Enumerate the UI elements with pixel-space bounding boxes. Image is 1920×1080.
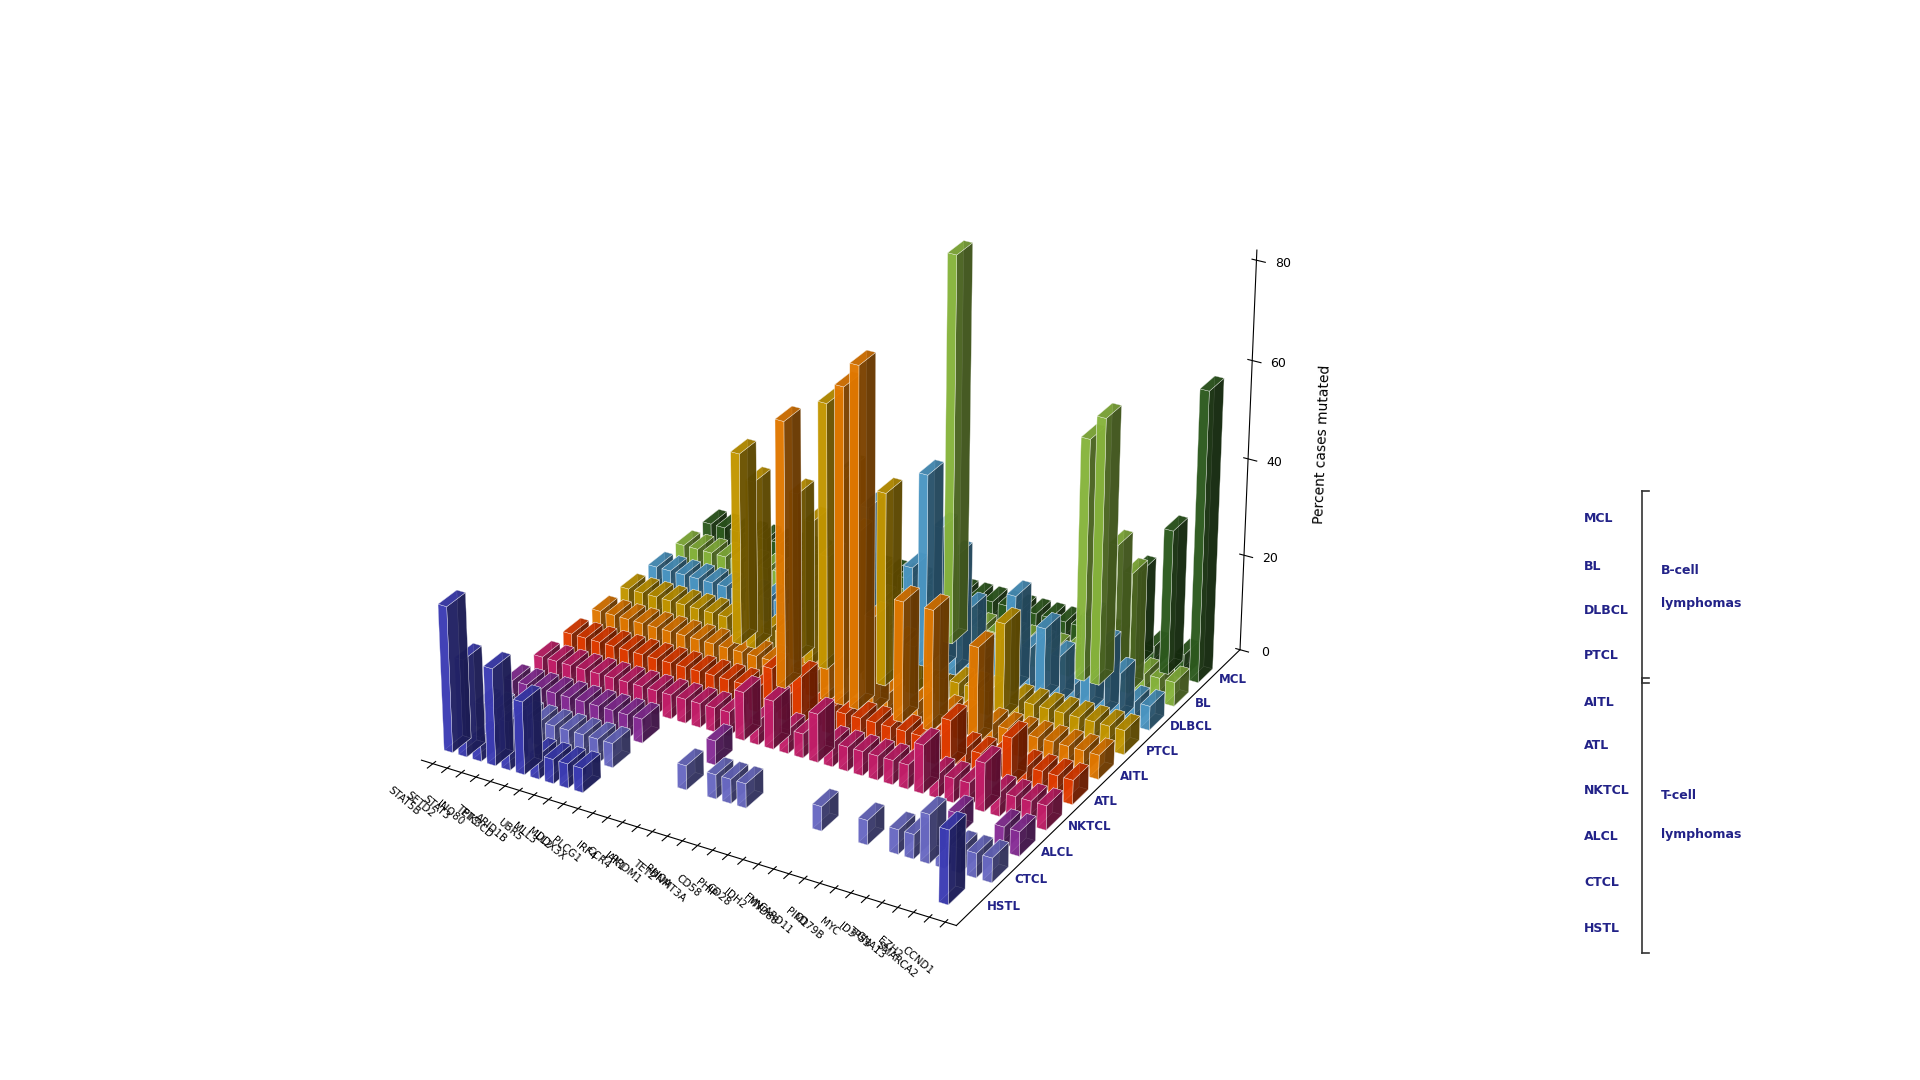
Text: ALCL: ALCL	[1584, 831, 1619, 843]
Text: BL: BL	[1584, 561, 1601, 573]
Text: HSTL: HSTL	[1584, 922, 1620, 935]
Text: T-cell: T-cell	[1661, 789, 1697, 802]
Text: lymphomas: lymphomas	[1661, 828, 1741, 841]
Text: DLBCL: DLBCL	[1584, 604, 1628, 617]
Text: PTCL: PTCL	[1584, 649, 1619, 662]
Text: ATL: ATL	[1584, 739, 1609, 752]
Text: CTCL: CTCL	[1584, 876, 1619, 889]
Text: MCL: MCL	[1584, 512, 1613, 525]
Text: B-cell: B-cell	[1661, 564, 1699, 578]
Text: NKTCL: NKTCL	[1584, 784, 1630, 797]
Text: lymphomas: lymphomas	[1661, 596, 1741, 610]
Text: AITL: AITL	[1584, 696, 1615, 708]
